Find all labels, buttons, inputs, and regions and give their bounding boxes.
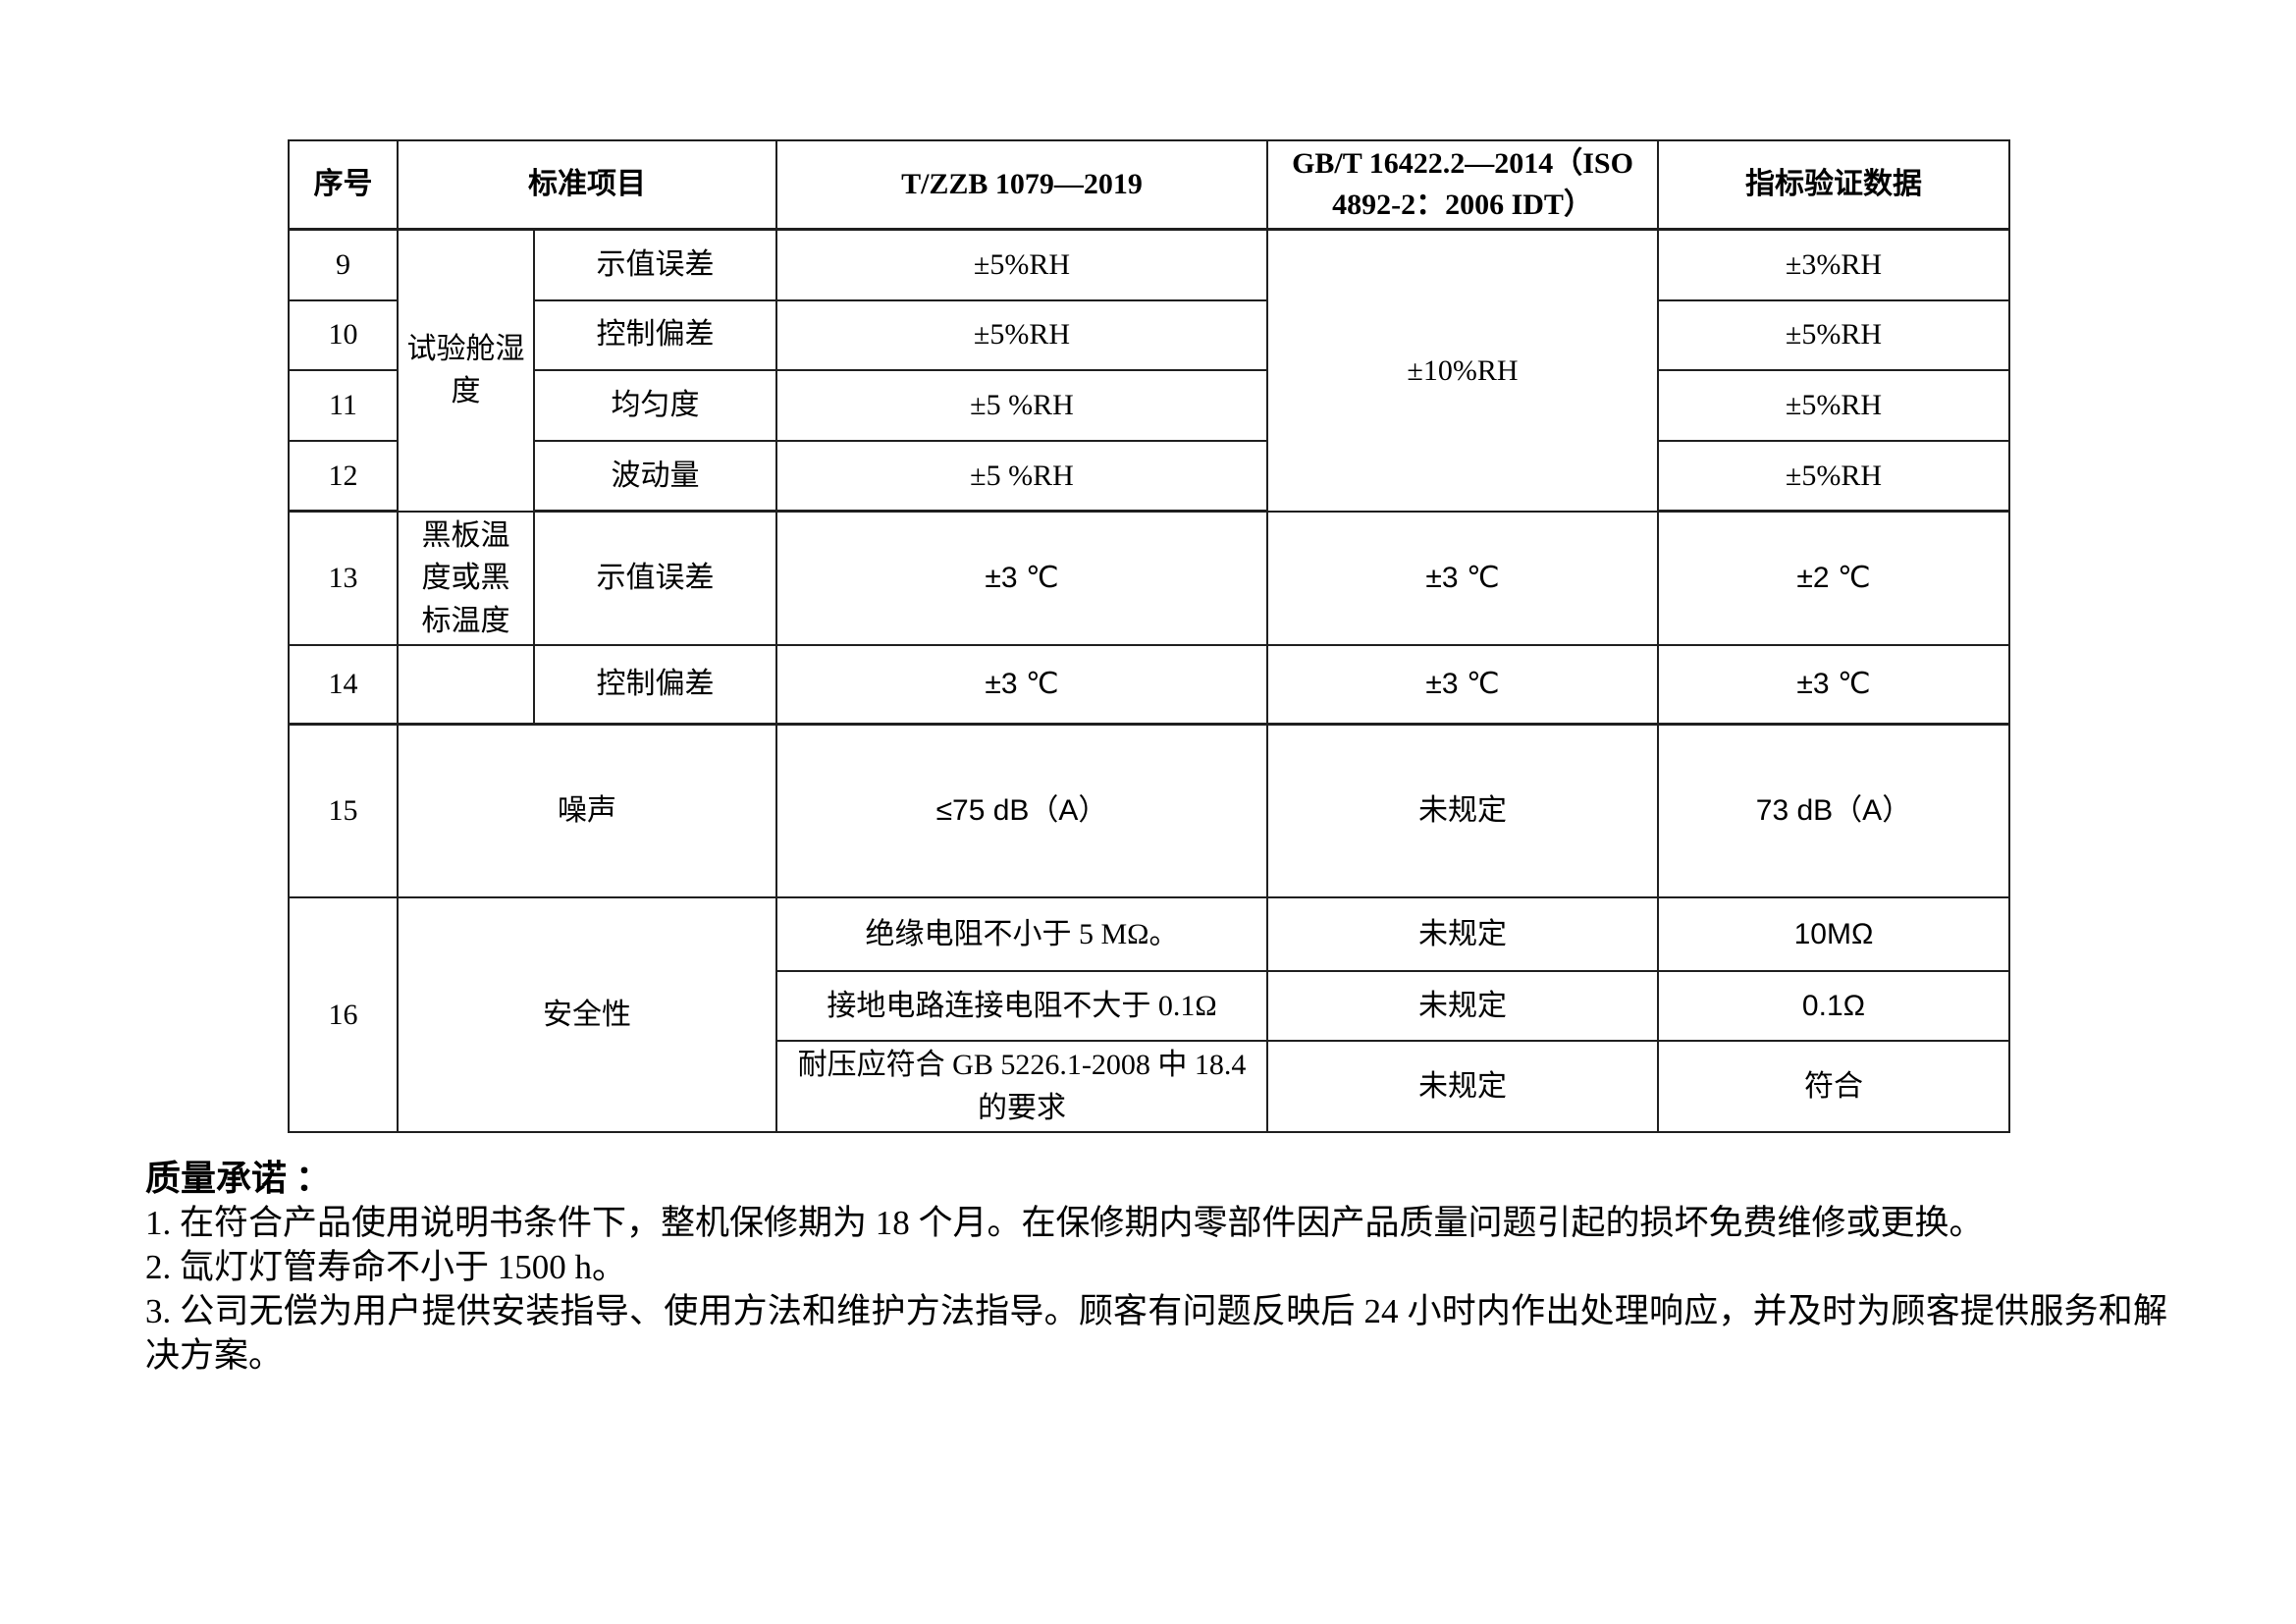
verify-value-cell: ±3 ℃	[1657, 644, 2010, 726]
gbt-value-cell: 未规定	[1266, 723, 1659, 898]
row-number-cell: 16	[288, 896, 399, 1133]
gbt-value-cell: ±3 ℃	[1266, 510, 1659, 646]
note-item: 3. 公司无偿为用户提供安装指导、使用方法和维护方法指导。顾客有问题反映后 24…	[145, 1292, 2167, 1375]
tzzb-value-cell: ±3 ℃	[775, 510, 1268, 646]
tzzb-value-cell: ±5%RH	[775, 298, 1268, 371]
group-cell-text: 黑板温度或黑标温度	[421, 518, 510, 637]
gbt-value-cell: 未规定	[1266, 970, 1659, 1042]
gbt-value-cell: 未规定	[1266, 896, 1659, 972]
verify-value-cell: ±3%RH	[1657, 228, 2010, 301]
header-tzzb: T/ZZB 1079—2019	[775, 139, 1268, 231]
item-cell: 波动量	[533, 439, 777, 513]
item-cell: 示值误差	[533, 228, 777, 301]
tzzb-value-cell: ±5%RH	[775, 228, 1268, 301]
note-item: 1. 在符合产品使用说明书条件下，整机保修期为 18 个月。在保修期内零部件因产…	[145, 1204, 1984, 1242]
group-cell-blackboard-temp: 黑板温度或黑标温度	[397, 510, 535, 646]
header-standard-item: 标准项目	[397, 139, 777, 231]
row-number-cell: 14	[288, 644, 399, 726]
standards-comparison-table: 序号 标准项目 T/ZZB 1079—2019 GB/T 16422.2—201…	[288, 139, 2010, 1133]
item-cell: 均匀度	[533, 368, 777, 442]
tzzb-value-cell: ±5 %RH	[775, 439, 1268, 513]
item-cell: 控制偏差	[533, 298, 777, 371]
group-cell-empty	[397, 644, 535, 726]
row-number-cell: 13	[288, 510, 399, 646]
header-verify: 指标验证数据	[1657, 139, 2010, 231]
header-no: 序号	[288, 139, 399, 231]
item-cell: 控制偏差	[533, 644, 777, 726]
row-number-cell: 15	[288, 723, 399, 898]
quality-commitment-title: 质量承诺 ：	[145, 1159, 332, 1198]
row-number-cell: 12	[288, 439, 399, 513]
note-item: 2. 氙灯灯管寿命不小于 1500 h。	[145, 1248, 627, 1286]
verify-value-cell: ±5%RH	[1657, 368, 2010, 442]
tzzb-value-cell: 耐压应符合 GB 5226.1-2008 中 18.4 的要求	[775, 1040, 1268, 1133]
row-number-cell: 11	[288, 368, 399, 442]
tzzb-value-cell: ±5 %RH	[775, 368, 1268, 442]
tzzb-value-cell: 接地电路连接电阻不大于 0.1Ω	[775, 970, 1268, 1042]
tzzb-value-cell: 绝缘电阻不小于 5 MΩ。	[775, 896, 1268, 972]
item-cell-noise: 噪声	[397, 723, 777, 898]
verify-value-cell: 符合	[1657, 1040, 2010, 1133]
tzzb-value-cell: ±3 ℃	[775, 644, 1268, 726]
group-cell-humidity: 试验舱湿度	[397, 228, 535, 513]
gbt-value-cell: ±10%RH	[1266, 228, 1659, 513]
verify-value-cell: 10MΩ	[1657, 896, 2010, 972]
verify-value-cell: ±5%RH	[1657, 439, 2010, 513]
item-cell-safety: 安全性	[397, 896, 777, 1133]
row-number-cell: 10	[288, 298, 399, 371]
header-gbt: GB/T 16422.2—2014（ISO 4892-2：2006 IDT）	[1266, 139, 1659, 231]
verify-value-cell: 73 dB（A）	[1657, 723, 2010, 898]
gbt-value-cell: ±3 ℃	[1266, 644, 1659, 726]
verify-value-cell: ±2 ℃	[1657, 510, 2010, 646]
gbt-value-cell: 未规定	[1266, 1040, 1659, 1133]
item-cell: 示值误差	[533, 510, 777, 646]
row-number-cell: 9	[288, 228, 399, 301]
tzzb-value-cell: ≤75 dB（A）	[775, 723, 1268, 898]
quality-commitment-section: 质量承诺 ： 1. 在符合产品使用说明书条件下，整机保修期为 18 个月。在保修…	[145, 1157, 2167, 1378]
verify-value-cell: ±5%RH	[1657, 298, 2010, 371]
verify-value-cell: 0.1Ω	[1657, 970, 2010, 1042]
